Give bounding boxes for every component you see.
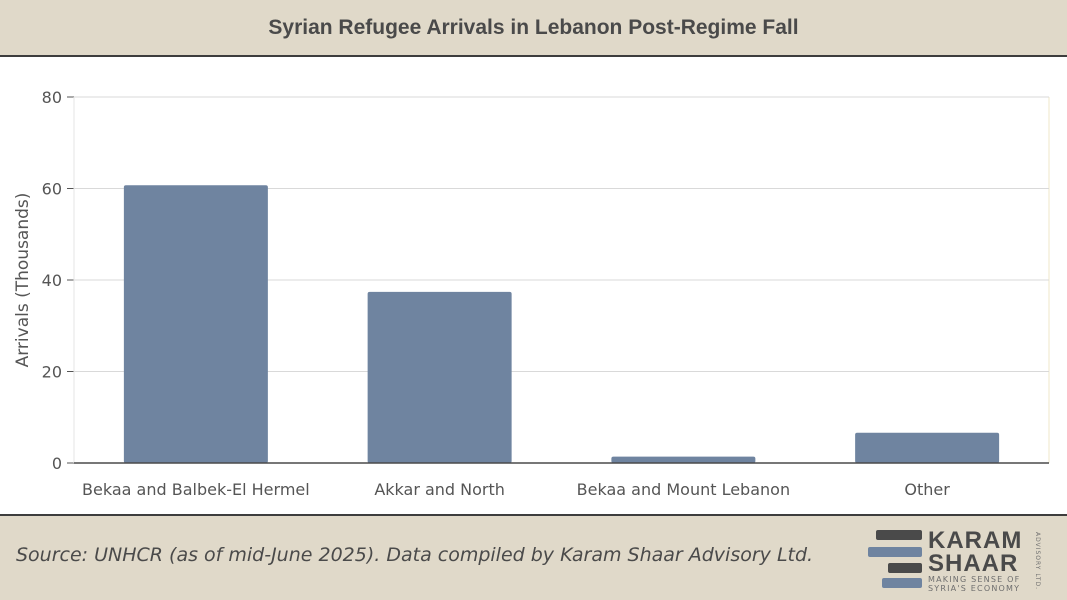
source-note: Source: UNHCR (as of mid-June 2025). Dat… — [16, 544, 814, 566]
y-tick-label: 40 — [42, 271, 62, 290]
logo-name-line2: SHAAR — [928, 550, 1019, 577]
logo-stripe-3 — [888, 563, 922, 573]
karam-shaar-logo: KARAM SHAAR MAKING SENSE OF SYRIA'S ECON… — [866, 526, 1061, 596]
logo-vertical-text: ADVISORY LTD. — [1034, 532, 1041, 591]
y-tick-label: 60 — [42, 180, 62, 199]
chart-area: 0 20 40 60 80 Bekaa and Balbek-El Hermel Akkar… — [0, 57, 1067, 514]
bar — [611, 456, 756, 463]
x-tick-label: Bekaa and Balbek-El Hermel — [82, 480, 310, 499]
logo-stripe-2 — [868, 547, 922, 557]
bar — [855, 432, 1000, 463]
chart-title: Syrian Refugee Arrivals in Lebanon Post-… — [268, 15, 799, 39]
y-tick-label: 80 — [42, 88, 62, 107]
bar — [367, 291, 512, 463]
y-tick-label: 20 — [42, 363, 62, 382]
bar-chart: 0 20 40 60 80 Bekaa and Balbek-El Hermel Akkar… — [13, 88, 1050, 499]
logo-tagline-1: MAKING SENSE OF — [928, 575, 1021, 584]
chart-header: Syrian Refugee Arrivals in Lebanon Post-… — [0, 0, 1067, 57]
y-tick-label: 0 — [52, 454, 62, 473]
x-tick-label: Other — [904, 480, 950, 499]
bar — [123, 185, 268, 464]
x-tick-label: Bekaa and Mount Lebanon — [577, 480, 790, 499]
logo-name-line1: KARAM — [928, 527, 1023, 554]
x-tick-label: Akkar and North — [374, 480, 505, 499]
chart-footer: Source: UNHCR (as of mid-June 2025). Dat… — [0, 514, 1067, 600]
logo-stripe-1 — [876, 530, 922, 540]
logo-tagline-2: SYRIA'S ECONOMY — [928, 584, 1021, 593]
y-axis-label: Arrivals (Thousands) — [13, 193, 33, 368]
logo-stripe-4 — [882, 578, 922, 588]
